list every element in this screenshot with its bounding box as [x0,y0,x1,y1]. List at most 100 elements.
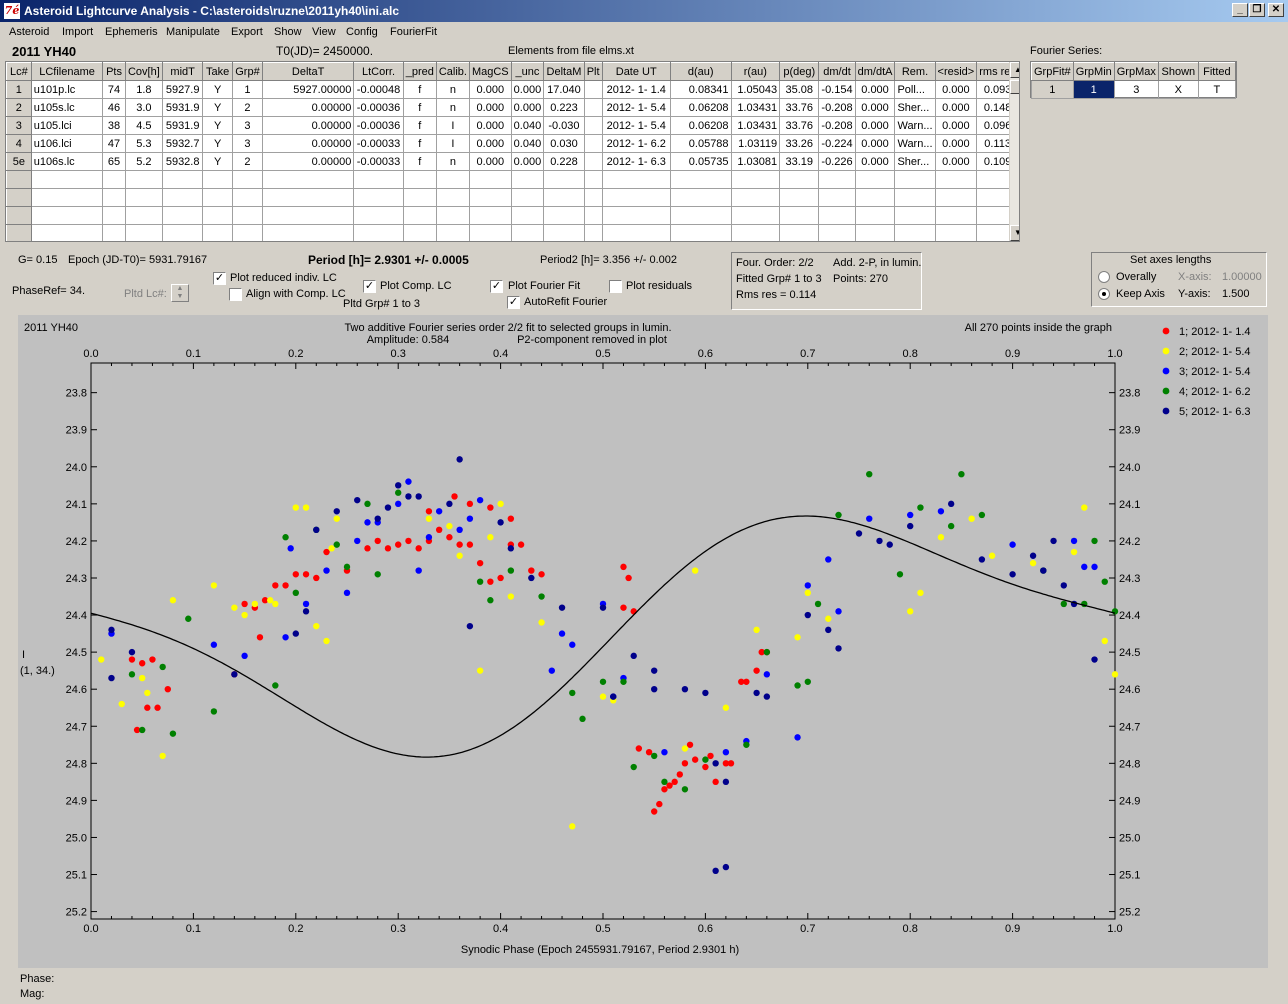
table-cell[interactable]: 47 [102,134,126,153]
table-column-header[interactable]: Grp# [232,62,263,81]
table-cell[interactable]: 0.030 [543,134,585,153]
table-cell[interactable]: 0.06208 [669,98,732,117]
data-point-series-4[interactable] [487,597,494,604]
data-point-series-2[interactable] [323,637,330,645]
table-cell[interactable]: f [402,116,437,135]
data-point-series-5[interactable] [681,685,689,693]
data-point-series-1[interactable] [256,634,264,641]
table-cell[interactable] [934,224,978,241]
data-point-series-1[interactable] [164,685,171,693]
table-cell[interactable] [601,188,671,207]
data-point-series-2[interactable] [302,504,310,511]
plot-reduced-checkbox[interactable]: ✓ [213,272,226,285]
table-cell[interactable] [894,206,936,225]
data-point-series-2[interactable] [425,515,433,522]
data-point-series-3[interactable] [466,515,474,522]
table-row[interactable]: 3 u105.lci 38 4.5 5931.9 Y 3 0.00000 -0.00036 f I 0… [6,116,1019,135]
data-point-series-4[interactable] [1111,608,1119,615]
data-point-series-1[interactable] [727,760,735,767]
table-cell[interactable] [261,170,355,189]
data-point-series-4[interactable] [651,752,658,760]
data-point-series-5[interactable] [978,556,986,563]
table-cell[interactable]: Sher... [894,152,936,171]
table-cell[interactable] [102,170,126,189]
table-cell[interactable] [468,206,512,225]
table-cell[interactable] [543,188,585,207]
data-point-series-2[interactable] [139,674,146,682]
data-point-series-5[interactable] [651,685,658,693]
data-point-series-2[interactable] [1029,559,1037,567]
data-point-series-5[interactable] [415,493,422,500]
data-point-series-2[interactable] [937,534,945,541]
table-cell[interactable]: 5932.7 [162,134,204,153]
table-cell[interactable]: 0.040 [510,134,545,153]
table-cell[interactable] [894,188,936,207]
table-cell[interactable] [818,224,856,241]
data-point-series-5[interactable] [907,522,914,530]
data-point-series-1[interactable] [753,667,760,674]
table-column-header[interactable]: p(deg) [779,62,820,81]
data-point-series-2[interactable] [487,534,494,541]
data-point-series-2[interactable] [333,515,340,522]
data-point-series-2[interactable] [794,634,801,641]
data-point-series-4[interactable] [1091,537,1098,545]
fourier-cell-grpmax[interactable]: 3 [1113,80,1159,99]
data-point-series-2[interactable] [507,593,515,600]
data-point-series-1[interactable] [476,559,484,567]
data-point-series-3[interactable] [548,667,555,674]
table-cell[interactable] [232,206,263,225]
table-column-header[interactable]: LtCorr. [353,62,404,81]
table-column-header[interactable]: Rem. [894,62,936,81]
table-cell[interactable] [30,170,104,189]
data-point-series-5[interactable] [333,508,340,515]
data-point-series-1[interactable] [139,660,146,667]
data-point-series-3[interactable] [302,600,310,608]
table-column-header[interactable]: DeltaM [543,62,585,81]
table-cell[interactable] [202,224,234,241]
table-cell[interactable]: -0.00033 [353,134,404,153]
table-cell[interactable]: -0.00033 [353,152,404,171]
table-cell[interactable]: 2012- 1- 5.4 [601,98,671,117]
data-point-series-1[interactable] [712,778,719,786]
data-point-series-4[interactable] [569,689,576,697]
table-cell[interactable]: 0.000 [934,116,978,135]
data-point-series-1[interactable] [630,608,637,615]
data-point-series-4[interactable] [866,471,873,478]
data-point-series-4[interactable] [538,593,545,600]
table-cell[interactable] [934,206,978,225]
table-cell[interactable]: 0.000 [854,116,896,135]
table-cell[interactable] [435,188,470,207]
data-point-series-2[interactable] [292,504,299,511]
data-point-series-2[interactable] [1101,637,1108,645]
data-point-series-4[interactable] [210,708,218,715]
data-point-series-1[interactable] [686,741,694,748]
data-point-series-2[interactable] [917,589,924,597]
data-point-series-4[interactable] [681,786,689,793]
table-cell[interactable] [583,206,603,225]
table-cell[interactable]: n [435,98,470,117]
data-point-series-1[interactable] [702,763,709,771]
table-cell[interactable]: -0.00036 [353,116,404,135]
data-point-series-3[interactable] [405,478,412,485]
data-point-series-1[interactable] [743,678,750,685]
table-cell[interactable]: 0.000 [510,98,545,117]
data-point-series-4[interactable] [169,730,177,737]
menu-asteroid[interactable]: Asteroid [9,26,50,38]
data-point-series-3[interactable] [343,589,351,597]
table-column-header[interactable]: Lc# [6,62,32,81]
data-point-series-5[interactable] [651,667,658,674]
table-cell[interactable]: 4 [6,134,32,153]
table-cell[interactable] [601,206,671,225]
table-cell[interactable] [30,188,104,207]
data-point-series-3[interactable] [558,630,566,637]
data-point-series-1[interactable] [635,745,643,752]
data-point-series-4[interactable] [1060,600,1068,608]
data-point-series-5[interactable] [753,689,760,697]
table-cell[interactable]: 1.8 [124,80,164,99]
data-point-series-5[interactable] [384,504,392,511]
table-cell[interactable]: 0.000 [934,98,978,117]
table-cell[interactable] [510,188,545,207]
data-point-series-1[interactable] [446,534,453,541]
table-cell[interactable]: 5931.9 [162,116,204,135]
data-point-series-3[interactable] [907,511,914,519]
